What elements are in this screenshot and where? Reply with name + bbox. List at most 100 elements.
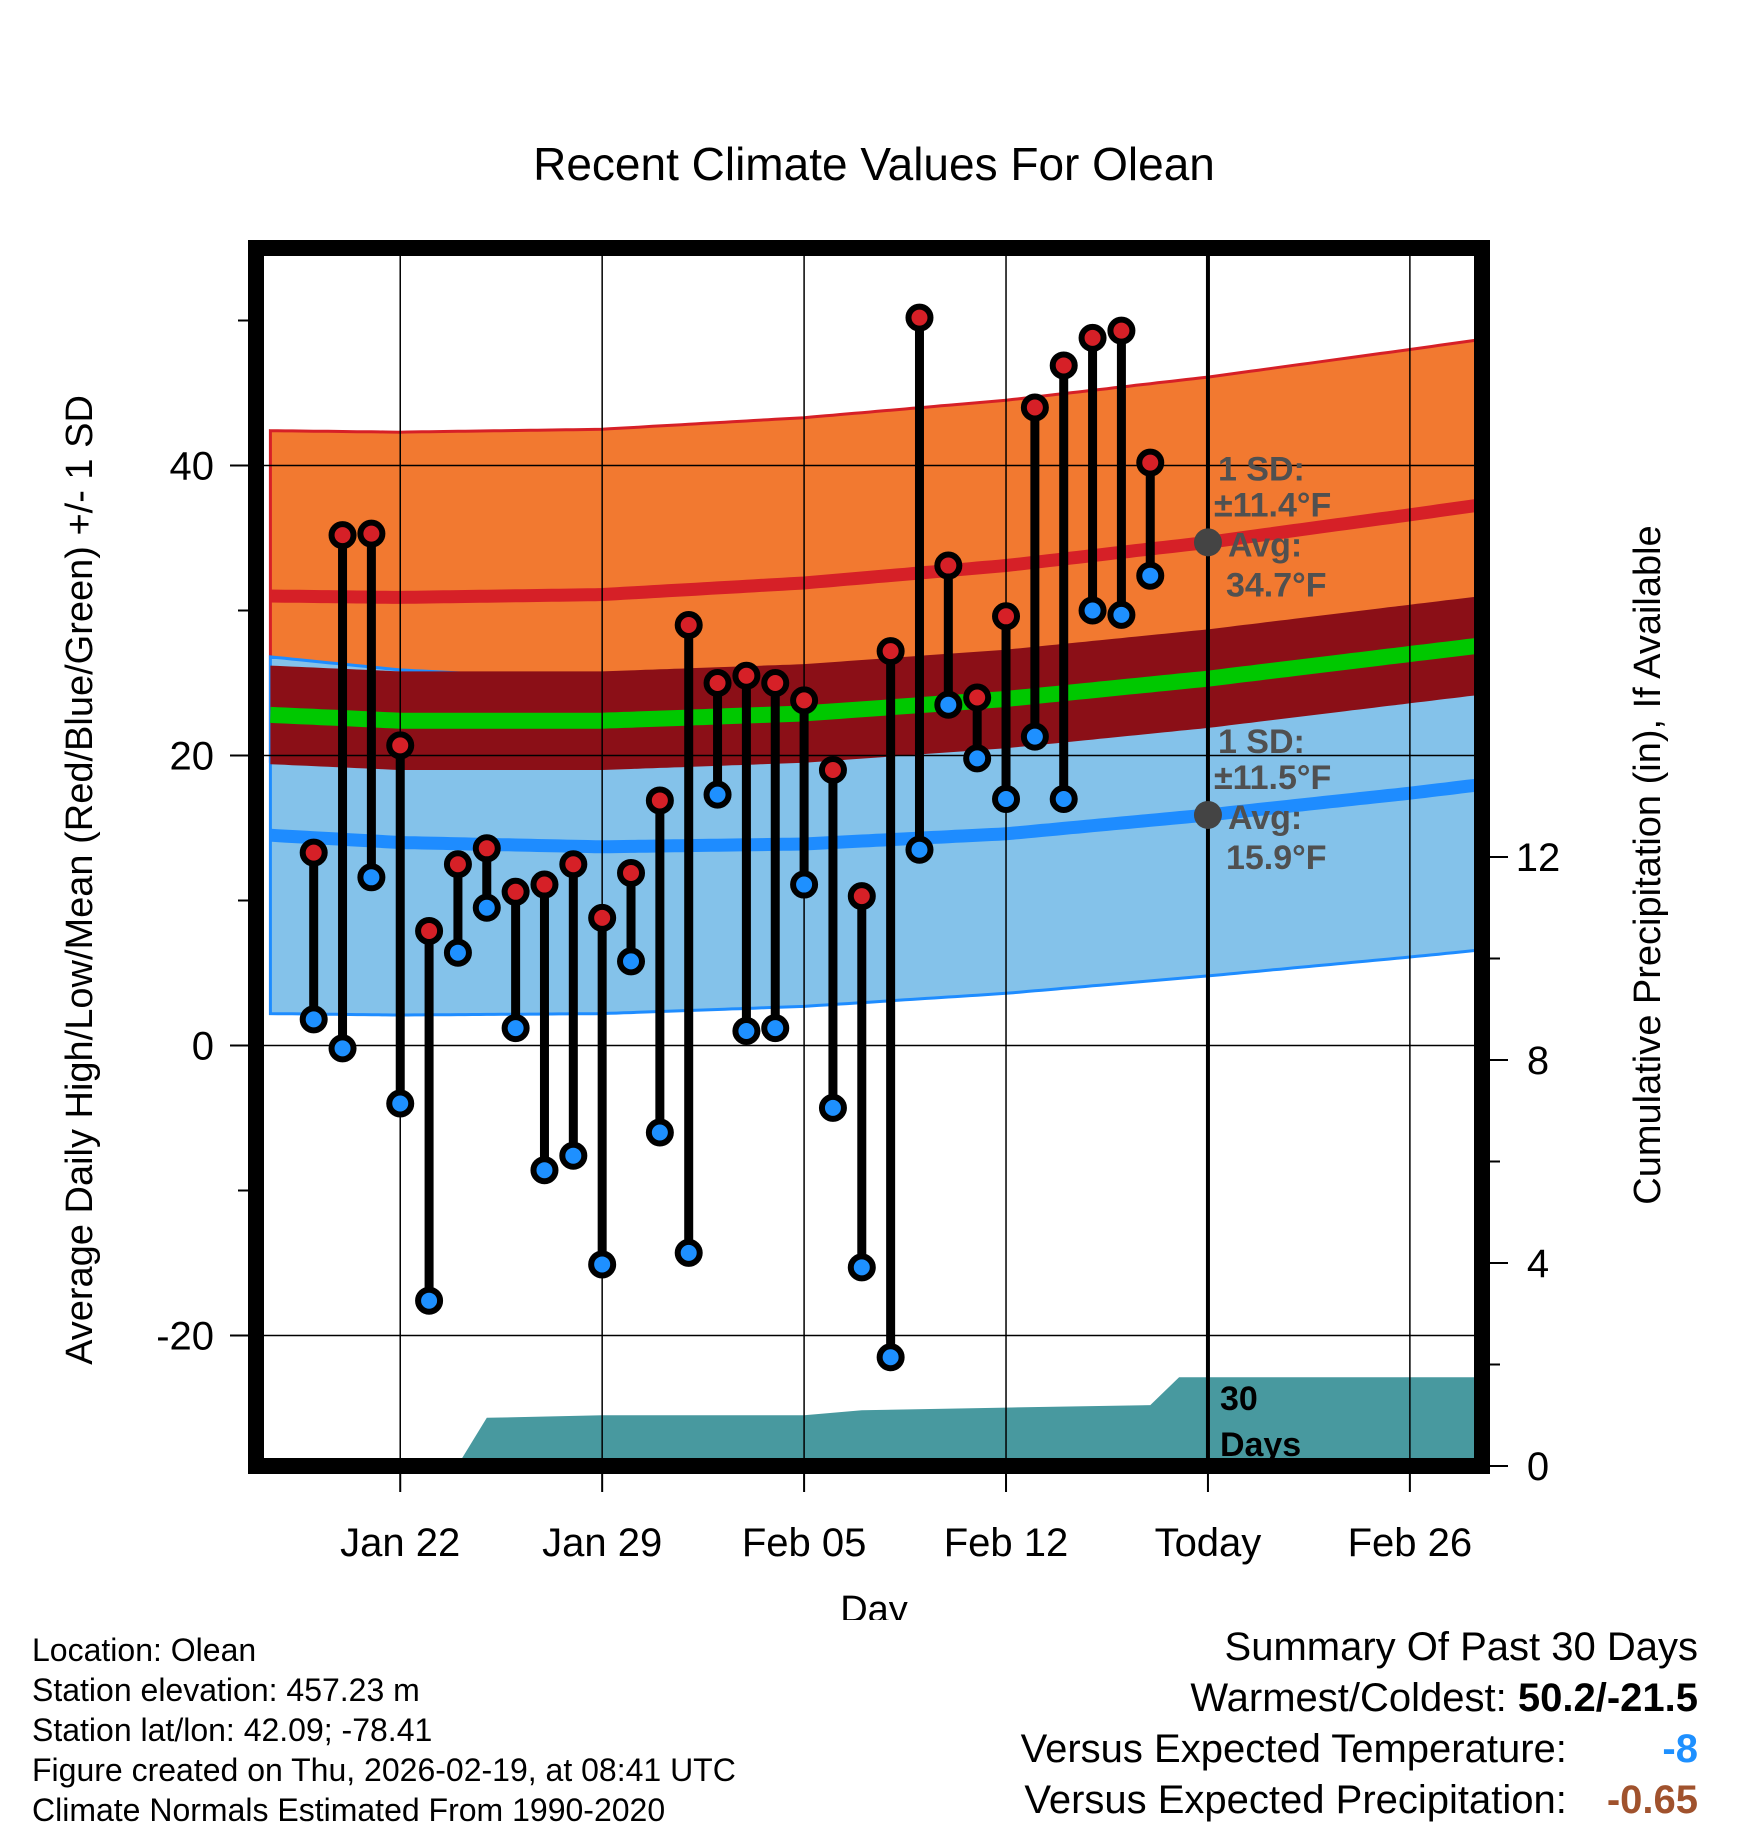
elevation-text: Station elevation: 457.23 m — [32, 1672, 420, 1708]
created-text: Figure created on Thu, 2026-02-19, at 08… — [32, 1752, 736, 1788]
precip-label: Versus Expected Precipitation: — [1024, 1778, 1567, 1822]
precipitation-area — [270, 1377, 1482, 1466]
y-left-tick-label: 20 — [170, 735, 215, 779]
daily-high-point — [1020, 393, 1049, 422]
y-right-tick-label: 12 — [1516, 836, 1561, 880]
daily-high-point — [1049, 351, 1078, 380]
x-axis-label: Day — [840, 1589, 908, 1620]
daily-high-point — [761, 669, 790, 697]
daily-high-point — [847, 882, 876, 911]
summary-warm-cold: Warmest/Coldest: 50.2/-21.5 — [1021, 1673, 1698, 1724]
daily-high-point — [1107, 316, 1136, 345]
warm-cold-value: 50.2/-21.5 — [1517, 1676, 1698, 1720]
days-word-label: Days — [1220, 1426, 1301, 1464]
y-right-tick-label: 0 — [1527, 1445, 1549, 1489]
y-left-tick-label: -20 — [156, 1315, 214, 1359]
daily-high-point — [876, 637, 905, 666]
daily-low-point — [559, 1141, 588, 1170]
precip-value: -0.65 — [1606, 1778, 1698, 1822]
daily-low-point — [934, 690, 963, 719]
daily-low-point — [818, 1093, 847, 1122]
daily-low-point — [501, 1014, 530, 1043]
chart-title: Recent Climate Values For Olean — [533, 138, 1215, 190]
normals-text: Climate Normals Estimated From 1990-2020 — [32, 1792, 666, 1828]
daily-high-point — [328, 521, 357, 550]
summary-temp: Versus Expected Temperature: -8 — [1021, 1724, 1698, 1775]
summary-panel: Summary Of Past 30 Days Warmest/Coldest:… — [1021, 1622, 1698, 1826]
daily-low-point — [1136, 561, 1165, 590]
y-axis-right-label: Cumulative Precipitation (in), If Availa… — [1627, 525, 1669, 1204]
summary-precip: Versus Expected Precipitation: -0.65 — [1021, 1775, 1698, 1826]
daily-high-point — [415, 916, 444, 945]
days-count-label: 30 — [1220, 1380, 1258, 1418]
daily-low-point — [299, 1005, 328, 1034]
daily-high-point — [934, 551, 963, 580]
daily-low-point — [443, 938, 472, 967]
daily-low-point — [876, 1343, 905, 1372]
low-avg-label: Avg: — [1228, 799, 1302, 837]
x-tick-label: Jan 22 — [340, 1521, 460, 1565]
daily-high-point — [559, 850, 588, 879]
low-sd-label: 1 SD: — [1218, 723, 1305, 761]
daily-high-point — [588, 903, 617, 932]
daily-low-point — [472, 893, 501, 922]
daily-low-point — [790, 870, 819, 899]
warm-cold-label: Warmest/Coldest: — [1190, 1676, 1507, 1720]
station-info: Location: Olean Station elevation: 457.2… — [32, 1630, 736, 1830]
daily-low-point — [386, 1089, 415, 1118]
today-low-normal-marker — [1193, 800, 1222, 829]
daily-low-point — [645, 1118, 674, 1147]
y-left-tick-label: 40 — [170, 445, 215, 489]
latlon-text: Station lat/lon: 42.09; -78.41 — [32, 1712, 433, 1748]
daily-low-point — [328, 1034, 357, 1063]
high-sd-label: 1 SD: — [1218, 450, 1305, 488]
daily-high-point — [1078, 323, 1107, 352]
daily-low-point — [1020, 722, 1049, 751]
daily-low-point — [732, 1017, 761, 1045]
low-avg-value: 15.9°F — [1226, 839, 1327, 877]
daily-high-point — [299, 838, 328, 867]
today-high-normal-marker — [1193, 528, 1222, 557]
daily-high-point — [732, 661, 761, 690]
y-right-tick-label: 8 — [1527, 1039, 1549, 1083]
daily-high-point — [617, 858, 646, 887]
high-avg-label: Avg: — [1228, 526, 1302, 564]
normal-mean-line — [270, 637, 1482, 729]
daily-high-point — [674, 611, 703, 639]
daily-high-point — [703, 669, 732, 697]
daily-high-point — [530, 870, 559, 899]
daily-high-point — [472, 834, 501, 863]
daily-high-point — [790, 686, 819, 715]
x-tick-label: Feb 12 — [944, 1521, 1069, 1565]
daily-low-point — [415, 1286, 444, 1315]
daily-high-point — [501, 877, 530, 906]
daily-low-point — [905, 835, 934, 864]
daily-low-point — [1078, 596, 1107, 625]
daily-low-point — [588, 1250, 617, 1279]
daily-low-point — [530, 1156, 559, 1185]
daily-high-point — [818, 756, 847, 784]
normal-high-line — [270, 498, 1482, 604]
daily-high-point — [905, 303, 934, 332]
daily-low-point — [963, 744, 992, 773]
temp-label: Versus Expected Temperature: — [1020, 1727, 1567, 1771]
daily-high-point — [963, 683, 992, 712]
daily-low-point — [992, 785, 1021, 813]
y-axis-left-label: Average Daily High/Low/Mean (Red/Blue/Gr… — [59, 395, 101, 1365]
high-avg-value: 34.7°F — [1226, 566, 1327, 604]
daily-low-point — [674, 1238, 703, 1267]
summary-title: Summary Of Past 30 Days — [1224, 1625, 1698, 1669]
daily-high-point — [443, 850, 472, 879]
plot-frame — [248, 240, 1490, 1474]
y-right-tick-label: 4 — [1527, 1242, 1549, 1286]
daily-low-point — [617, 947, 646, 976]
x-tick-label: Jan 29 — [542, 1521, 662, 1565]
daily-low-point — [703, 780, 732, 809]
daily-low-point — [761, 1014, 790, 1043]
low-sd-value: ±11.5°F — [1214, 759, 1331, 797]
x-tick-label: Feb 26 — [1348, 1521, 1473, 1565]
daily-high-point — [992, 602, 1021, 631]
daily-low-point — [357, 863, 386, 892]
